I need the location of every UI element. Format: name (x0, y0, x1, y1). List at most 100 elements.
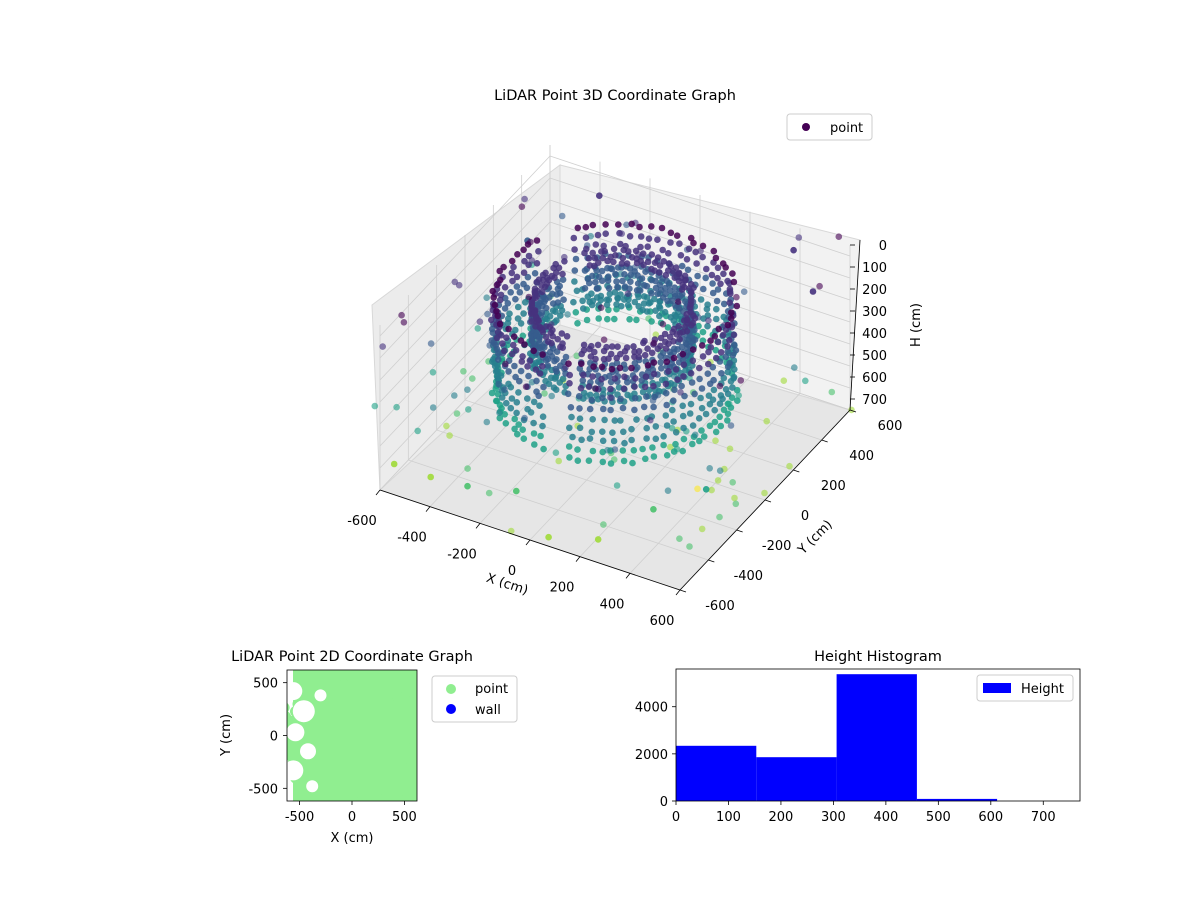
x-tick-label: 400 (873, 810, 898, 825)
data-point (604, 446, 611, 454)
data-point (520, 246, 527, 254)
legend-histogram: Height (976, 674, 1074, 702)
data-point (586, 435, 594, 442)
x-tick-label: 0 (348, 810, 356, 825)
data-point (690, 239, 697, 247)
x-tick (425, 506, 431, 512)
data-point (501, 305, 509, 312)
data-point (566, 380, 573, 387)
legend-point-label: point (475, 682, 508, 697)
data-point (578, 436, 585, 444)
data-point (539, 363, 546, 370)
data-point (652, 423, 660, 430)
data-point (620, 428, 627, 436)
data-point (673, 232, 681, 239)
data-point (607, 385, 614, 393)
data-point (696, 375, 703, 383)
data-point (643, 294, 651, 301)
data-point (643, 282, 651, 290)
data-point (524, 395, 531, 402)
data-point (761, 489, 768, 497)
data-point (607, 253, 614, 261)
data-point (780, 377, 788, 385)
data-point (632, 375, 639, 382)
data-point (700, 285, 707, 293)
data-point (688, 379, 696, 386)
x-tick-label: 0 (508, 564, 516, 579)
data-point (599, 386, 607, 394)
data-point (348, 797, 359, 801)
data-point (680, 424, 687, 432)
data-point (574, 446, 581, 453)
data-point (567, 404, 575, 411)
data-point (631, 406, 638, 414)
data-point (660, 433, 667, 440)
data-point (506, 310, 513, 318)
data-point (599, 394, 606, 402)
x-tick-label: 200 (769, 810, 794, 825)
data-point (705, 360, 712, 368)
data-point (580, 371, 587, 379)
data-point (568, 413, 575, 421)
2d-y-axis-label: Y (cm) (219, 714, 234, 757)
data-point (497, 291, 505, 299)
y-tick-label: 0 (270, 730, 278, 745)
data-point (539, 422, 546, 430)
data-point (651, 393, 658, 401)
y-tick-label: 500 (253, 677, 278, 692)
data-point (639, 250, 647, 257)
data-point (702, 274, 709, 282)
y-tick-label: 0 (801, 509, 809, 524)
data-point (612, 270, 619, 278)
data-point (643, 393, 650, 400)
data-point (398, 311, 405, 319)
data-point (619, 404, 627, 412)
data-point (514, 251, 521, 258)
data-point (525, 372, 532, 380)
data-point (650, 382, 657, 390)
data-point (730, 341, 738, 349)
data-point (657, 359, 664, 366)
data-point (642, 268, 649, 276)
data-point (680, 373, 687, 380)
data-point (562, 353, 570, 361)
y-tick-label: -500 (248, 782, 278, 797)
data-point (507, 404, 515, 412)
data-point (630, 447, 638, 454)
data-point (566, 371, 573, 379)
data-point (730, 278, 738, 286)
data-point (530, 430, 538, 437)
data-point (527, 238, 534, 246)
data-point (405, 724, 417, 736)
data-point (728, 309, 735, 316)
data-point (287, 702, 290, 713)
data-point (786, 462, 793, 470)
data-point (544, 362, 551, 369)
data-point (589, 249, 596, 257)
y-tick (764, 499, 772, 503)
data-point (592, 241, 600, 248)
data-point (644, 362, 652, 369)
data-point (521, 414, 528, 422)
data-point (550, 300, 557, 307)
data-point (575, 393, 583, 400)
data-point (549, 290, 556, 298)
data-point (513, 399, 521, 406)
data-point (644, 345, 651, 353)
data-point (584, 275, 592, 283)
data-point (667, 229, 675, 237)
data-point (571, 267, 579, 274)
data-point (685, 245, 693, 253)
data-point (657, 334, 665, 342)
data-point (513, 283, 521, 290)
data-point (607, 460, 615, 467)
data-point (816, 282, 823, 290)
histogram-title: Height Histogram (814, 649, 942, 665)
data-point (660, 441, 667, 449)
data-point (665, 281, 673, 288)
data-point (677, 389, 684, 396)
data-point (639, 445, 646, 453)
y-tick (679, 589, 687, 593)
x-tick (475, 523, 481, 529)
data-point (650, 506, 657, 513)
